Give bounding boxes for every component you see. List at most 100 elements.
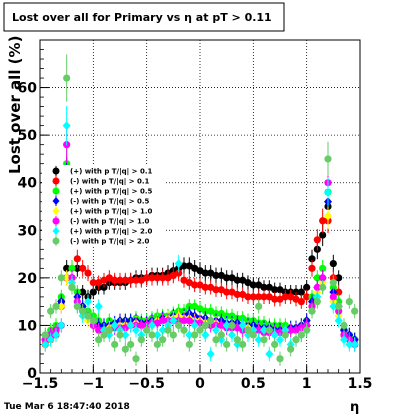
y-tick-label: 30 — [18, 223, 38, 239]
data-point — [180, 262, 188, 270]
data-point — [308, 264, 316, 272]
data-point — [265, 349, 274, 359]
data-point — [319, 283, 327, 291]
data-point — [153, 274, 161, 282]
data-point — [46, 335, 55, 345]
data-point — [324, 211, 332, 221]
data-point — [111, 340, 119, 349]
y-tick-label: 0 — [27, 366, 37, 382]
data-point — [148, 331, 156, 339]
data-point — [127, 340, 135, 349]
data-point — [143, 274, 151, 282]
data-point — [260, 325, 268, 335]
data-point — [201, 321, 209, 330]
x-tick-label: −1 — [83, 376, 104, 392]
data-point — [238, 320, 247, 330]
data-point — [73, 264, 81, 272]
data-point — [313, 274, 321, 282]
data-point — [158, 325, 167, 335]
data-point — [185, 340, 193, 349]
data-point — [79, 264, 87, 272]
data-point — [84, 312, 92, 320]
x-tick-label: 1 — [302, 376, 312, 392]
data-point — [153, 330, 162, 340]
data-point — [174, 259, 183, 269]
data-point — [180, 317, 188, 325]
data-point — [175, 321, 183, 330]
y-tick-label: 60 — [18, 81, 38, 97]
data-point — [84, 297, 92, 307]
data-point — [62, 121, 71, 131]
data-point — [270, 330, 279, 340]
data-point — [303, 283, 311, 291]
data-point — [233, 336, 241, 344]
y-tick-label: 10 — [18, 318, 38, 334]
data-point — [121, 345, 129, 353]
data-point — [191, 331, 199, 339]
legend-label: (+) with p T/|q| > 2.0 — [70, 228, 153, 237]
data-point — [63, 74, 71, 82]
data-point — [159, 317, 167, 325]
data-point — [63, 264, 71, 272]
data-point — [313, 298, 321, 306]
data-point — [185, 330, 194, 340]
data-point — [308, 307, 316, 315]
data-point — [89, 279, 97, 287]
legend-label: (+) with p T/|q| > 0.5 — [70, 188, 153, 197]
y-tick-label: 50 — [18, 128, 38, 144]
legend-label: (+) with p T/|q| > 0.1 — [70, 168, 153, 177]
data-point — [297, 298, 305, 306]
data-point — [255, 302, 263, 310]
data-point — [153, 340, 161, 349]
data-point — [127, 276, 135, 284]
data-point — [271, 340, 279, 349]
data-point — [41, 331, 49, 339]
data-point — [79, 288, 87, 296]
data-point — [287, 326, 295, 334]
data-point — [62, 273, 71, 283]
x-tick-label: 0 — [195, 376, 205, 392]
footer-timestamp: Tue Mar 6 18:47:40 2018 — [4, 402, 130, 412]
data-point — [52, 330, 60, 340]
x-tick-labels: −1.5 −1 −0.5 0 0.5 1 1.5 — [22, 376, 373, 392]
data-point — [191, 281, 199, 289]
data-point — [239, 340, 247, 349]
data-point — [260, 293, 268, 301]
data-point — [303, 293, 311, 301]
data-point — [57, 320, 66, 330]
data-point — [329, 301, 338, 311]
data-point — [201, 269, 209, 277]
data-point — [281, 293, 289, 301]
data-point — [260, 283, 268, 291]
legend-label: (-) with p T/|q| > 0.5 — [70, 198, 150, 207]
data-point — [201, 330, 210, 340]
data-point — [111, 276, 119, 284]
legend-box — [42, 165, 164, 247]
data-point — [319, 231, 327, 239]
data-point — [329, 259, 337, 268]
data-point — [249, 331, 257, 339]
data-point — [73, 302, 81, 310]
data-point — [207, 317, 215, 325]
data-point — [271, 286, 279, 294]
data-point — [319, 274, 327, 282]
data-point — [95, 336, 103, 344]
data-point — [244, 326, 252, 334]
data-point — [212, 286, 220, 294]
data-point — [137, 336, 145, 344]
title-box — [3, 2, 285, 32]
data-point — [324, 155, 332, 163]
y-tick-labels: 0 10 20 30 40 50 60 — [18, 81, 38, 382]
data-point — [292, 336, 300, 344]
data-point — [308, 255, 316, 263]
data-point — [329, 293, 337, 301]
data-point — [212, 325, 220, 335]
legend-label: (-) with p T/|q| > 1.0 — [70, 218, 150, 227]
legend: (+) with p T/|q| > 0.1(-) with p T/|q| >… — [42, 165, 164, 247]
data-point — [94, 301, 103, 311]
legend-label: (-) with p T/|q| > 0.1 — [70, 178, 150, 187]
data-point — [249, 281, 257, 289]
data-point — [276, 355, 284, 363]
legend-label: (-) with p T/|q| > 2.0 — [70, 238, 150, 247]
